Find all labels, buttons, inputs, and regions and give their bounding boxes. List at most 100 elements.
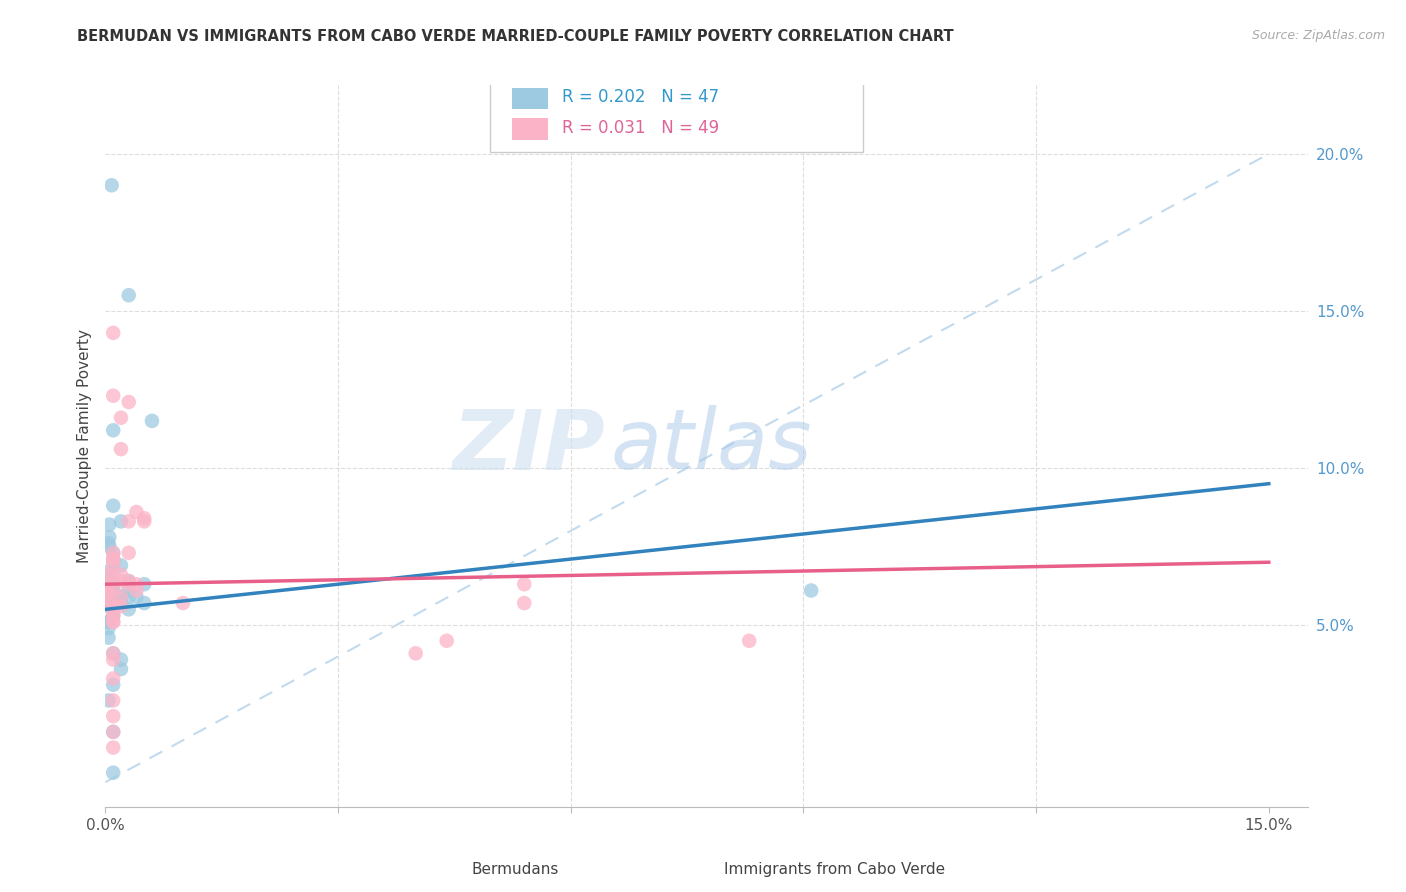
Bar [512, 87, 548, 110]
Point [125, 505, 148, 519]
Point [103, 583, 125, 598]
Point [97, 596, 120, 610]
Point [118, 602, 141, 616]
Point [110, 515, 132, 529]
Point [118, 574, 141, 588]
Point [97, 571, 120, 585]
Point [103, 709, 125, 723]
Point [103, 499, 125, 513]
Point [110, 599, 132, 614]
Point [118, 288, 141, 302]
Text: R = 0.202   N = 47: R = 0.202 N = 47 [562, 88, 720, 106]
Point [134, 596, 156, 610]
Point [103, 389, 125, 403]
Point [110, 442, 132, 457]
Point [103, 599, 125, 614]
Point [98, 530, 121, 544]
Point [134, 515, 156, 529]
Point [125, 583, 148, 598]
Point [125, 590, 148, 604]
Point [97, 599, 120, 614]
Point [103, 546, 125, 560]
Point [110, 590, 132, 604]
Point [110, 596, 132, 610]
Text: atlas: atlas [610, 406, 813, 486]
Point [110, 558, 132, 573]
Point [118, 574, 141, 588]
Point [125, 577, 148, 591]
Point [97, 565, 120, 579]
Point [97, 615, 120, 629]
Point [97, 631, 120, 645]
Point [110, 590, 132, 604]
Point [110, 590, 132, 604]
Text: R = 0.031   N = 49: R = 0.031 N = 49 [562, 119, 720, 136]
Point [103, 577, 125, 591]
Point [103, 740, 125, 755]
Point [103, 423, 125, 437]
Text: Bermudans: Bermudans [471, 863, 558, 877]
Point [110, 567, 132, 582]
Point [97, 621, 120, 635]
Point [103, 599, 125, 614]
Point [103, 672, 125, 686]
Point [103, 567, 125, 582]
Point [97, 615, 120, 629]
Point [110, 574, 132, 588]
Point [97, 583, 120, 598]
Point [134, 577, 156, 591]
Text: Source: ZipAtlas.com: Source: ZipAtlas.com [1251, 29, 1385, 42]
FancyBboxPatch shape [491, 74, 863, 152]
Point [118, 590, 141, 604]
Point [118, 515, 141, 529]
Point [800, 583, 823, 598]
Point [110, 662, 132, 676]
Point [103, 724, 125, 739]
Point [103, 608, 125, 623]
Point [98, 540, 121, 554]
Point [103, 615, 125, 629]
Point [172, 596, 194, 610]
Point [103, 599, 125, 614]
Point [103, 552, 125, 566]
Point [118, 577, 141, 591]
Point [103, 608, 125, 623]
Point [103, 646, 125, 660]
Point [103, 765, 125, 780]
Point [97, 596, 120, 610]
Text: Immigrants from Cabo Verde: Immigrants from Cabo Verde [724, 863, 945, 877]
Point [118, 583, 141, 598]
Point [103, 615, 125, 629]
Point [103, 678, 125, 692]
Point [110, 652, 132, 666]
Bar [512, 118, 548, 140]
Point [103, 693, 125, 707]
Point [103, 558, 125, 573]
Point [98, 517, 121, 532]
Text: ZIP: ZIP [451, 406, 605, 486]
Point [405, 646, 427, 660]
Point [103, 326, 125, 340]
Y-axis label: Married-Couple Family Poverty: Married-Couple Family Poverty [76, 329, 91, 563]
Point [97, 536, 120, 550]
Point [97, 567, 120, 582]
Point [97, 577, 120, 591]
Point [103, 552, 125, 566]
Point [118, 546, 141, 560]
Point [103, 599, 125, 614]
Point [513, 577, 536, 591]
Point [103, 555, 125, 569]
Point [141, 414, 163, 428]
Point [103, 546, 125, 560]
Point [103, 646, 125, 660]
Point [436, 633, 458, 648]
Point [513, 596, 536, 610]
Point [97, 596, 120, 610]
Point [103, 577, 125, 591]
Point [110, 410, 132, 425]
Point [103, 652, 125, 666]
Point [97, 693, 120, 707]
Text: BERMUDAN VS IMMIGRANTS FROM CABO VERDE MARRIED-COUPLE FAMILY POVERTY CORRELATION: BERMUDAN VS IMMIGRANTS FROM CABO VERDE M… [77, 29, 953, 44]
Point [118, 395, 141, 409]
Point [103, 583, 125, 598]
